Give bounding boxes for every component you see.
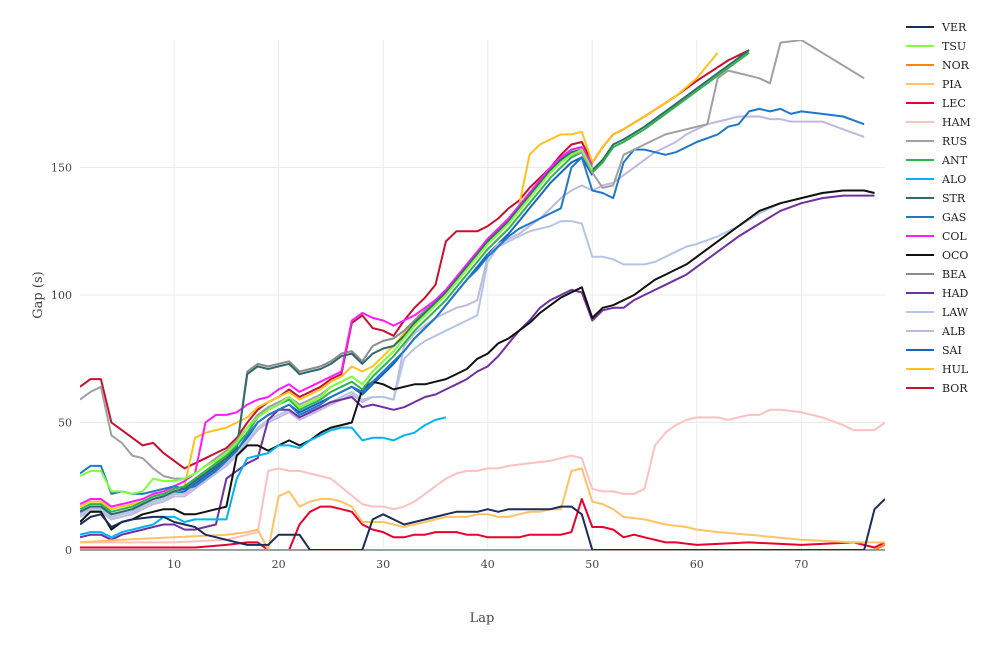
series-line-ham [80,408,885,544]
x-tick-label: 60 [690,558,704,571]
series-line-alo [80,416,447,539]
tick-labels: 10 20 30 40 50 60 70 0 50 100 150 [51,162,808,572]
legend-item-sai[interactable]: SAI [906,344,962,357]
series-line-law [80,189,875,518]
legend-label: SAI [942,344,962,357]
legend-label: ALO [941,173,966,186]
legend-item-rus[interactable]: RUS [906,135,967,148]
legend-item-alb[interactable]: ALB [906,325,965,338]
y-tick-label: 150 [51,162,72,175]
legend-label: HUL [942,363,969,376]
y-tick-label: 100 [51,289,72,302]
legend: VER TSU NOR PIA LEC HAM RUS ANT ALO STR GAS COL OCO B… [906,21,971,395]
legend-label: COL [942,230,967,243]
legend-item-ant[interactable]: ANT [906,154,968,167]
legend-label: NOR [942,59,970,72]
legend-item-law[interactable]: LAW [906,306,969,319]
legend-item-pia[interactable]: PIA [906,78,963,91]
legend-label: GAS [942,211,966,224]
x-tick-label: 10 [167,558,181,571]
x-axis-title: Lap [470,611,495,626]
y-tick-label: 50 [58,417,72,430]
legend-item-col[interactable]: COL [906,230,967,243]
legend-item-hul[interactable]: HUL [906,363,969,376]
legend-label: HAM [942,116,971,129]
series-line-ver [80,498,885,550]
y-axis-title: Gap (s) [31,271,46,318]
series-line-tsu [80,148,594,495]
legend-item-had[interactable]: HAD [906,287,969,300]
legend-label: ALB [941,325,965,338]
series-line-hul [80,52,719,511]
series-line-lec [80,498,885,550]
x-tick-label: 40 [481,558,495,571]
legend-label: VER [941,21,967,34]
legend-label: HAD [942,287,969,300]
legend-item-nor[interactable]: NOR [906,59,970,72]
legend-label: STR [942,192,966,205]
legend-label: PIA [942,78,963,91]
legend-label: BEA [942,268,967,281]
series-line-str [80,49,750,516]
legend-item-bor[interactable]: BOR [906,382,968,395]
series-line-oco [80,189,875,531]
legend-item-str[interactable]: STR [906,192,966,205]
legend-item-alo[interactable]: ALO [906,173,966,186]
legend-item-ver[interactable]: VER [906,21,967,34]
x-tick-label: 70 [794,558,808,571]
series-line-ant [80,51,750,513]
legend-item-bea[interactable]: BEA [906,268,967,281]
x-tick-label: 50 [585,558,599,571]
legend-item-gas[interactable]: GAS [906,211,966,224]
legend-label: BOR [942,382,968,395]
legend-item-tsu[interactable]: TSU [906,40,966,53]
series-line-gas [80,107,865,495]
legend-item-ham[interactable]: HAM [906,116,971,129]
y-tick-label: 0 [65,544,72,557]
x-tick-label: 20 [272,558,286,571]
legend-label: LEC [942,97,966,110]
series-lines [80,40,885,550]
legend-label: LAW [942,306,969,319]
x-tick-label: 30 [376,558,390,571]
legend-item-oco[interactable]: OCO [906,249,968,262]
legend-label: ANT [941,154,968,167]
legend-label: TSU [942,40,966,53]
gridlines [80,40,885,551]
series-line-col [80,146,594,508]
series-line-bor [80,49,750,470]
legend-item-lec[interactable]: LEC [906,97,966,110]
series-line-had [80,194,875,541]
legend-label: OCO [942,249,968,262]
series-line-pia [80,467,885,550]
legend-label: RUS [942,135,967,148]
